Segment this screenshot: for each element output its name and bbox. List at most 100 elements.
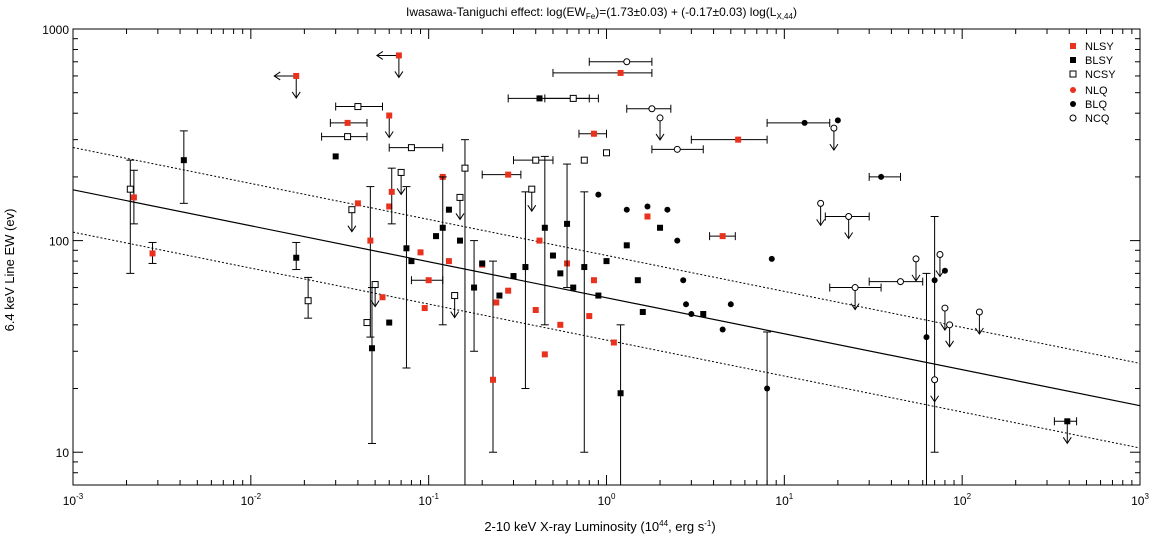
upper-limit-arrow-head [844, 232, 854, 240]
blq-point [727, 301, 734, 308]
blq-point [931, 277, 938, 284]
legend-label-nlq: NLQ [1085, 85, 1108, 97]
upper-limit-arrow-head [394, 71, 404, 79]
ncsy-point [344, 133, 352, 141]
nlsy-point [586, 313, 593, 320]
lower-limit-x-arrow-head [273, 71, 281, 81]
ncq-point [817, 199, 825, 207]
ncq-point [1069, 114, 1077, 122]
blsy-point [564, 220, 571, 227]
blsy-point [471, 284, 478, 291]
nlsy-point [149, 250, 156, 257]
ncsy-point [304, 297, 312, 305]
y-tick-label: 100 [49, 235, 69, 249]
ncq-point [623, 58, 631, 66]
y-tick-label: 1000 [42, 23, 69, 37]
nlsy-point [541, 351, 548, 358]
y-tick-label: 10 [56, 446, 70, 460]
nlsy-point [1070, 43, 1076, 49]
blsy-point [439, 224, 446, 231]
upper-limit-arrow-head [974, 327, 984, 335]
x-tick-label: 103 [1131, 492, 1149, 508]
ncq-point [931, 376, 939, 384]
upper-limit-arrow-head [450, 311, 460, 319]
ncq-point [946, 321, 954, 329]
nlsy-point [354, 200, 361, 207]
upper-limit-arrow-head [655, 133, 665, 141]
ncq-point [845, 212, 853, 220]
ncq-point [936, 250, 944, 258]
upper-limit-arrow-head [370, 300, 380, 308]
nlsy-point [388, 188, 395, 195]
blq-point [623, 206, 630, 213]
blsy-point [570, 284, 577, 291]
nlsy-point [344, 119, 351, 126]
ncq-point [673, 145, 681, 153]
blsy-point [541, 224, 548, 231]
nlsy-point [489, 376, 496, 383]
blq-point [834, 117, 841, 124]
blsy-point [617, 390, 624, 397]
ncsy-point [532, 156, 540, 164]
blsy-point [445, 206, 452, 213]
blsy-point [1064, 418, 1071, 425]
nlsy-point [644, 213, 651, 220]
blq-point [1070, 101, 1076, 107]
nlq-point [735, 136, 742, 143]
nlsy-point [445, 258, 452, 265]
upper-limit-arrow-head [291, 91, 301, 99]
x-tick-label: 10-3 [63, 492, 84, 508]
x-axis-label: 2-10 keV X-ray Luminosity (1044, erg s-1… [484, 519, 715, 534]
upper-limit-arrow-head [347, 225, 357, 233]
blq-point [595, 191, 602, 198]
x-tick-label: 100 [598, 492, 616, 508]
blsy-point [403, 245, 410, 252]
blsy-point [536, 95, 543, 102]
blq-point [683, 301, 690, 308]
nlsy-point [425, 277, 432, 284]
nlsy-point [395, 52, 402, 59]
upper-limit-arrow-head [527, 204, 537, 213]
upper-limit-arrow-head [384, 131, 394, 139]
blsy-point [603, 258, 610, 265]
ncsy-point [407, 144, 415, 152]
upper-limit-arrow-head [935, 270, 945, 278]
blsy-point [623, 242, 630, 249]
blsy-point [479, 260, 486, 267]
ncsy-point [456, 193, 464, 201]
legend-label-ncq: NCQ [1085, 113, 1110, 125]
upper-limit-arrow-head [829, 143, 839, 152]
blq-point [664, 206, 671, 213]
nlsy-point [367, 237, 374, 244]
upper-limit-arrow-head [945, 340, 955, 348]
nlsy-point [130, 194, 137, 201]
ncq-point [851, 284, 859, 292]
ncq-point [975, 308, 983, 316]
nlq-point [590, 130, 597, 137]
blsy-point [386, 319, 393, 326]
plot-frame [72, 28, 1141, 486]
nlsy-point [532, 306, 539, 313]
x-tick-label: 102 [953, 492, 971, 508]
legend-label-ncsy: NCSY [1085, 69, 1116, 81]
legend-label-nlsy: NLSY [1085, 41, 1114, 53]
fit-scatter-dotted-line [72, 231, 1141, 449]
upper-limit-arrow-head [911, 274, 921, 282]
ncsy-point [348, 206, 356, 214]
blsy-point [595, 292, 602, 299]
nlsy-point [590, 277, 597, 284]
nlsy-point [505, 287, 512, 294]
nlsy-point [386, 203, 393, 210]
blsy-point [1070, 57, 1076, 63]
blsy-point [639, 308, 646, 315]
blsy-point [368, 345, 375, 352]
blsy-point [634, 277, 641, 284]
ncq-point [896, 278, 904, 286]
upper-limit-arrow-head [455, 213, 465, 221]
ncq-point [830, 124, 838, 132]
blq-point [878, 173, 885, 180]
ncq-point [648, 105, 656, 113]
nlsy-point [493, 299, 500, 306]
upper-limit-arrow-head [1062, 437, 1072, 445]
ncsy-point [569, 94, 577, 102]
